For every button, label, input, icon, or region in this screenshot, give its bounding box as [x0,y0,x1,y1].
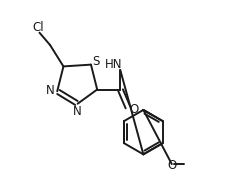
Text: O: O [167,159,176,172]
Text: HN: HN [105,58,122,71]
Text: N: N [73,105,82,118]
Text: O: O [129,103,139,116]
Text: Cl: Cl [32,21,44,34]
Text: S: S [93,55,100,68]
Text: N: N [46,84,54,97]
